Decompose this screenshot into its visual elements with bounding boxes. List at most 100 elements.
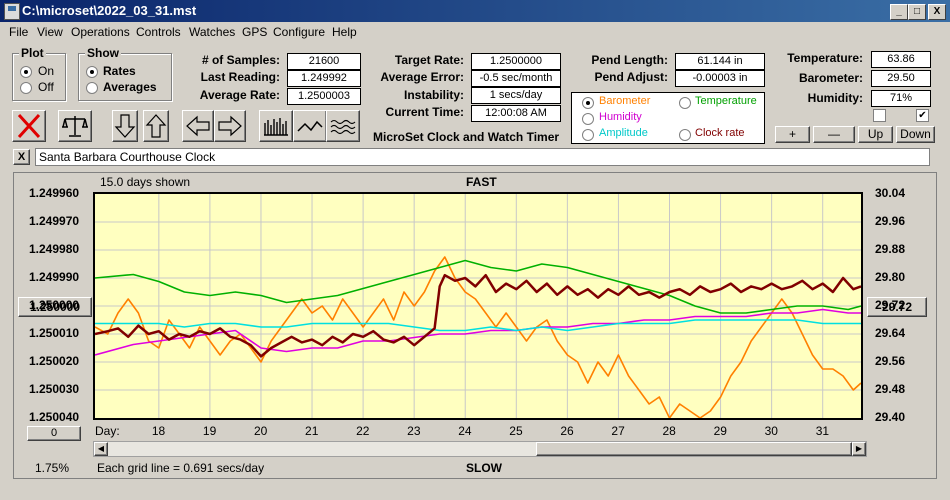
menu-operations[interactable]: Operations [71, 25, 130, 39]
left-axis-tick: 1.250040 [29, 410, 80, 424]
show-group: Show Rates Averages [78, 46, 172, 101]
stop-button[interactable] [12, 110, 46, 142]
right-axis-tick: 29.56 [875, 354, 906, 368]
plot-on-radio[interactable] [20, 66, 32, 78]
maximize-button[interactable]: □ [908, 4, 926, 20]
red-x-icon [17, 113, 41, 139]
close-window-button[interactable]: X [928, 4, 946, 20]
chart-frame [13, 172, 937, 479]
arrow-down-icon [114, 114, 136, 138]
up-button[interactable]: Up [858, 126, 893, 143]
arrow-left-icon [186, 115, 210, 137]
plot-off-label: Off [38, 80, 54, 94]
left-axis-tick: 1.249960 [29, 186, 80, 200]
right-axis-tick: 29.40 [875, 410, 906, 424]
temperature-radio[interactable] [679, 97, 691, 109]
down-button[interactable]: Down [896, 126, 935, 143]
pend-length-label: Pend Length: [591, 53, 668, 67]
window-title: C:\microset\2022_03_31.mst [22, 3, 197, 18]
menu-gps[interactable]: GPS [242, 25, 268, 39]
clock-rate-label: Clock rate [695, 127, 745, 139]
x-axis-tick: 19 [202, 424, 217, 438]
plus-button[interactable]: + [775, 126, 810, 143]
x-axis-tick: 24 [458, 424, 472, 438]
day-axis-label: Day: [95, 424, 120, 438]
temperature-label: Temperature [695, 95, 757, 107]
app-icon[interactable] [4, 3, 20, 20]
arrow-down-button[interactable] [112, 110, 138, 142]
show-averages-radio[interactable] [86, 82, 98, 94]
pend-adjust-label: Pend Adjust: [594, 70, 668, 84]
scroll-left-button[interactable]: ◀ [94, 442, 108, 456]
minimize-button[interactable]: _ [890, 4, 908, 20]
menu-configure[interactable]: Configure [273, 25, 326, 39]
left-axis-tick: 1.249990 [29, 270, 80, 284]
current-time-value: 12:00:08 AM [471, 105, 561, 122]
series-line-amplitude [95, 319, 861, 332]
amplitude-radio[interactable] [582, 129, 594, 141]
samples-label: # of Samples: [201, 53, 280, 67]
menu-controls[interactable]: Controls [136, 25, 181, 39]
amplitude-label: Amplitude [599, 127, 648, 139]
arrow-right-button[interactable] [214, 110, 246, 142]
sensor-select-box: Barometer Temperature Humidity Amplitude… [571, 92, 765, 144]
right-axis-tick: 29.88 [875, 242, 906, 256]
horizontal-scrollbar[interactable]: ◀ ▶ [93, 441, 867, 457]
x-axis-tick: 31 [815, 424, 830, 438]
left-checkbox[interactable] [873, 109, 886, 122]
histogram-button[interactable] [259, 110, 293, 142]
menu-watches[interactable]: Watches [189, 25, 236, 39]
minus-button[interactable]: — [813, 126, 855, 143]
offset-button[interactable]: 0 [27, 426, 81, 441]
left-axis-tick: 1.250000 [29, 298, 80, 312]
center-baro-button[interactable]: 29.72 [867, 297, 927, 317]
menu-file[interactable]: File [9, 25, 29, 39]
plot-on-label: On [38, 64, 55, 78]
plot-area [93, 192, 863, 420]
arrow-up-button[interactable] [143, 110, 169, 142]
target-rate-label: Target Rate: [394, 53, 464, 67]
clock-rate-radio[interactable] [679, 129, 691, 141]
right-axis-tick: 29.96 [875, 214, 906, 228]
arrow-left-button[interactable] [182, 110, 214, 142]
scroll-thumb[interactable] [536, 442, 852, 456]
x-axis-tick: 21 [305, 424, 319, 438]
fast-label: FAST [466, 175, 497, 189]
series-line-clock-rate [94, 273, 862, 358]
barometer-radio[interactable] [582, 97, 594, 109]
waveform-button[interactable] [326, 110, 360, 142]
last-reading-value: 1.249992 [287, 70, 361, 87]
series-line-humidity [94, 308, 861, 356]
series-line-barometer [94, 256, 862, 419]
average-error-value: -0.5 sec/month [471, 70, 561, 87]
humidity-reading-value: 71% [871, 90, 931, 107]
menu-help[interactable]: Help [332, 25, 357, 39]
menu-view[interactable]: View [37, 25, 63, 39]
right-checkbox[interactable]: ✔ [916, 109, 929, 122]
show-rates-radio[interactable] [86, 66, 98, 78]
description-field[interactable]: Santa Barbara Courthouse Clock [35, 148, 930, 166]
humidity-reading-label: Humidity: [807, 91, 863, 105]
x-axis-tick: 25 [509, 424, 523, 438]
plot-group-title: Plot [19, 46, 46, 60]
center-rate-button[interactable]: 1.250000 [18, 297, 92, 317]
balance-button[interactable] [58, 110, 92, 142]
humidity-label: Humidity [599, 111, 642, 123]
line-graph-button[interactable] [293, 110, 327, 142]
scroll-right-button[interactable]: ▶ [852, 442, 866, 456]
slow-label: SLOW [466, 461, 502, 475]
barometer-reading-value: 29.50 [871, 70, 931, 87]
show-rates-label: Rates [103, 64, 136, 78]
target-rate-value: 1.2500000 [471, 53, 561, 70]
x-axis-tick: 18 [151, 424, 166, 438]
pend-adjust-value: -0.00003 in [675, 70, 765, 87]
chart-svg [94, 194, 862, 419]
plot-off-radio[interactable] [20, 82, 32, 94]
samples-value: 21600 [287, 53, 361, 70]
humidity-radio[interactable] [582, 113, 594, 125]
instability-label: Instability: [403, 88, 464, 102]
right-axis-tick: 29.72 [875, 298, 906, 312]
clear-description-button[interactable]: X [13, 149, 30, 165]
temperature-reading-label: Temperature: [787, 51, 863, 65]
show-averages-label: Averages [103, 80, 157, 94]
